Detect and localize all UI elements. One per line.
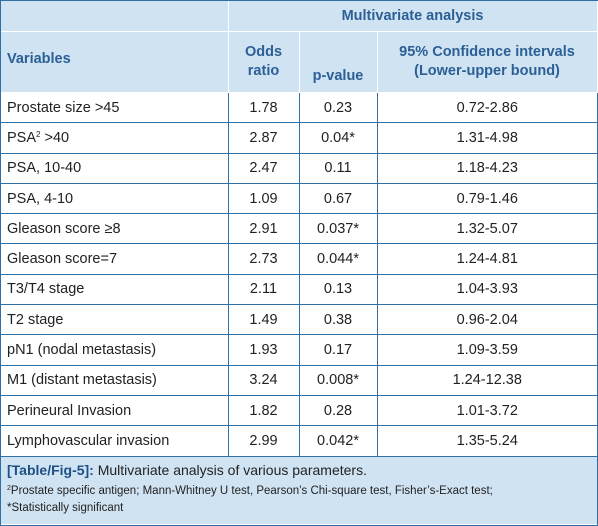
odds-ratio-cell: 1.49 — [228, 304, 300, 335]
confidence-interval-cell: 1.24-4.81 — [377, 243, 598, 275]
caption-label: [Table/Fig-5]: — [7, 461, 94, 478]
table-row: Perineural Invasion 1.82 0.28 1.01-3.72 — [1, 394, 598, 426]
variable-cell: Perineural Invasion — [1, 394, 229, 426]
p-value-cell: 0.17 — [299, 334, 378, 366]
p-value-cell: 0.38 — [299, 304, 378, 335]
p-value-cell: 0.28 — [299, 394, 378, 426]
group-title: Multivariate analysis — [228, 1, 598, 32]
table-row: PSA, 4-10 1.09 0.67 0.79-1.46 — [1, 182, 598, 214]
confidence-interval-cell: 1.18-4.23 — [377, 152, 598, 184]
variable-cell: M1 (distant metastasis) — [1, 364, 229, 396]
confidence-interval-cell: 0.96-2.04 — [377, 304, 598, 335]
table-header: Multivariate analysis Variables Odds rati… — [1, 1, 598, 93]
odds-ratio-cell: 1.82 — [228, 394, 300, 426]
variable-cell: T3/T4 stage — [1, 273, 229, 305]
header-confidence-intervals: 95% Confidence intervals (Lower-upper bou… — [377, 31, 598, 93]
footnote-1: 2Prostate specific antigen; Mann-Whitney… — [7, 484, 493, 497]
p-value-cell: 0.04* — [299, 122, 378, 154]
variable-cell: pN1 (nodal metastasis) — [1, 334, 229, 366]
confidence-interval-cell: 1.24-12.38 — [377, 364, 598, 396]
table-body: Prostate size >45 1.78 0.23 0.72-2.86 PSA2 >… — [1, 91, 598, 456]
variable-cell: T2 stage — [1, 304, 229, 335]
p-value-cell: 0.67 — [299, 182, 378, 214]
table-row: Prostate size >45 1.78 0.23 0.72-2.86 — [1, 91, 598, 123]
table-row: Gleason score ≥8 2.91 0.037* 1.32-5.07 — [1, 213, 598, 244]
p-value-cell: 0.037* — [299, 213, 378, 244]
p-value-cell: 0.008* — [299, 364, 378, 396]
confidence-interval-cell: 1.32-5.07 — [377, 213, 598, 244]
header-variables: Variables — [1, 31, 229, 93]
confidence-interval-cell: 1.31-4.98 — [377, 122, 598, 154]
p-value-cell: 0.044* — [299, 243, 378, 275]
variable-cell: Lymphovascular invasion — [1, 425, 229, 456]
table-caption: [Table/Fig-5]: Multivariate analysis of … — [1, 455, 597, 524]
confidence-interval-cell: 1.35-5.24 — [377, 425, 598, 456]
odds-ratio-cell: 2.87 — [228, 122, 300, 154]
confidence-interval-cell: 1.09-3.59 — [377, 334, 598, 366]
confidence-interval-cell: 1.04-3.93 — [377, 273, 598, 305]
p-value-cell: 0.11 — [299, 152, 378, 184]
odds-ratio-cell: 2.91 — [228, 213, 300, 244]
variable-cell: Gleason score=7 — [1, 243, 229, 275]
table-row: T3/T4 stage 2.11 0.13 1.04-3.93 — [1, 273, 598, 305]
confidence-interval-cell: 0.79-1.46 — [377, 182, 598, 214]
variable-cell: PSA, 4-10 — [1, 182, 229, 214]
p-value-cell: 0.13 — [299, 273, 378, 305]
header-odds-ratio: Odds ratio — [228, 31, 300, 93]
multivariate-table: Multivariate analysis Variables Odds rati… — [1, 1, 598, 456]
table-row: T2 stage 1.49 0.38 0.96-2.04 — [1, 304, 598, 335]
variable-cell: PSA2 >40 — [1, 122, 229, 154]
header-spacer — [1, 1, 229, 32]
confidence-interval-cell: 1.01-3.72 — [377, 394, 598, 426]
caption-line: [Table/Fig-5]: Multivariate analysis of … — [7, 461, 591, 480]
odds-ratio-cell: 2.99 — [228, 425, 300, 456]
variable-cell: Gleason score ≥8 — [1, 213, 229, 244]
table-row: pN1 (nodal metastasis) 1.93 0.17 1.09-3.59 — [1, 334, 598, 366]
odds-ratio-cell: 1.93 — [228, 334, 300, 366]
table-row: Gleason score=7 2.73 0.044* 1.24-4.81 — [1, 243, 598, 275]
table-row: PSA2 >40 2.87 0.04* 1.31-4.98 — [1, 122, 598, 154]
odds-ratio-cell: 2.47 — [228, 152, 300, 184]
odds-ratio-cell: 2.11 — [228, 273, 300, 305]
header-p-value: p-value — [299, 31, 378, 93]
p-value-cell: 0.23 — [299, 91, 378, 123]
footnote-2: *Statistically significant — [7, 501, 124, 514]
odds-ratio-cell: 3.24 — [228, 364, 300, 396]
odds-ratio-cell: 1.78 — [228, 91, 300, 123]
table-row: M1 (distant metastasis) 3.24 0.008* 1.24-12… — [1, 364, 598, 396]
table-row: Lymphovascular invasion 2.99 0.042* 1.35-5.… — [1, 425, 598, 456]
variable-cell: PSA, 10-40 — [1, 152, 229, 184]
caption-text: Multivariate analysis of various paramet… — [93, 461, 367, 478]
odds-ratio-cell: 1.09 — [228, 182, 300, 214]
confidence-interval-cell: 0.72-2.86 — [377, 91, 598, 123]
odds-ratio-cell: 2.73 — [228, 243, 300, 275]
table-row: PSA, 10-40 2.47 0.11 1.18-4.23 — [1, 152, 598, 184]
p-value-cell: 0.042* — [299, 425, 378, 456]
variable-cell: Prostate size >45 — [1, 91, 229, 123]
